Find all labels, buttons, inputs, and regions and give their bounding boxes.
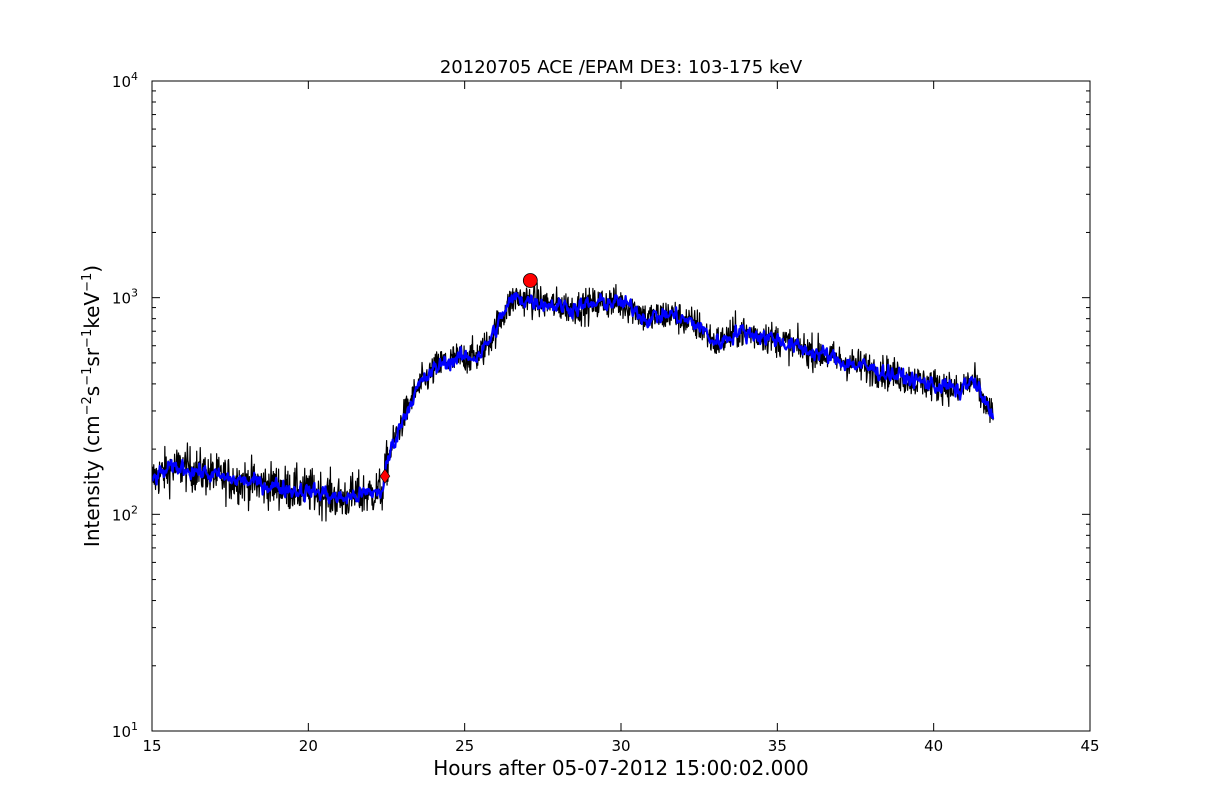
x-tick-label: 20 [299,737,318,755]
y-tick-label: 102 [112,503,138,524]
marker-layer [379,273,538,484]
series-layer [152,282,995,522]
x-tick-label: 45 [1080,737,1099,755]
y-axis-label: Intensity (cm−2s−1sr−1keV−1) [80,265,104,547]
x-tick-label: 15 [142,737,161,755]
x-tick-label: 40 [924,737,943,755]
x-tick-label: 35 [768,737,787,755]
onset-marker-diamond [379,468,391,484]
y-tick-label: 103 [112,287,138,308]
peak-marker-circle [522,273,538,288]
x-axis-label: Hours after 05-07-2012 15:00:02.000 [433,756,809,780]
y-tick-label: 104 [112,70,138,91]
series-smoothed-line [152,291,995,505]
x-tick-label: 25 [455,737,474,755]
plot-background [152,81,1090,731]
x-axis: 15 20 25 30 35 40 45 [142,81,1100,755]
chart-title: 20120705 ACE /EPAM DE3: 103-175 keV [440,57,803,78]
plot-area [151,80,1091,732]
y-tick-label: 101 [112,720,138,741]
y-axis: 101 102 103 104 [112,70,1090,741]
x-tick-label: 30 [611,737,630,755]
